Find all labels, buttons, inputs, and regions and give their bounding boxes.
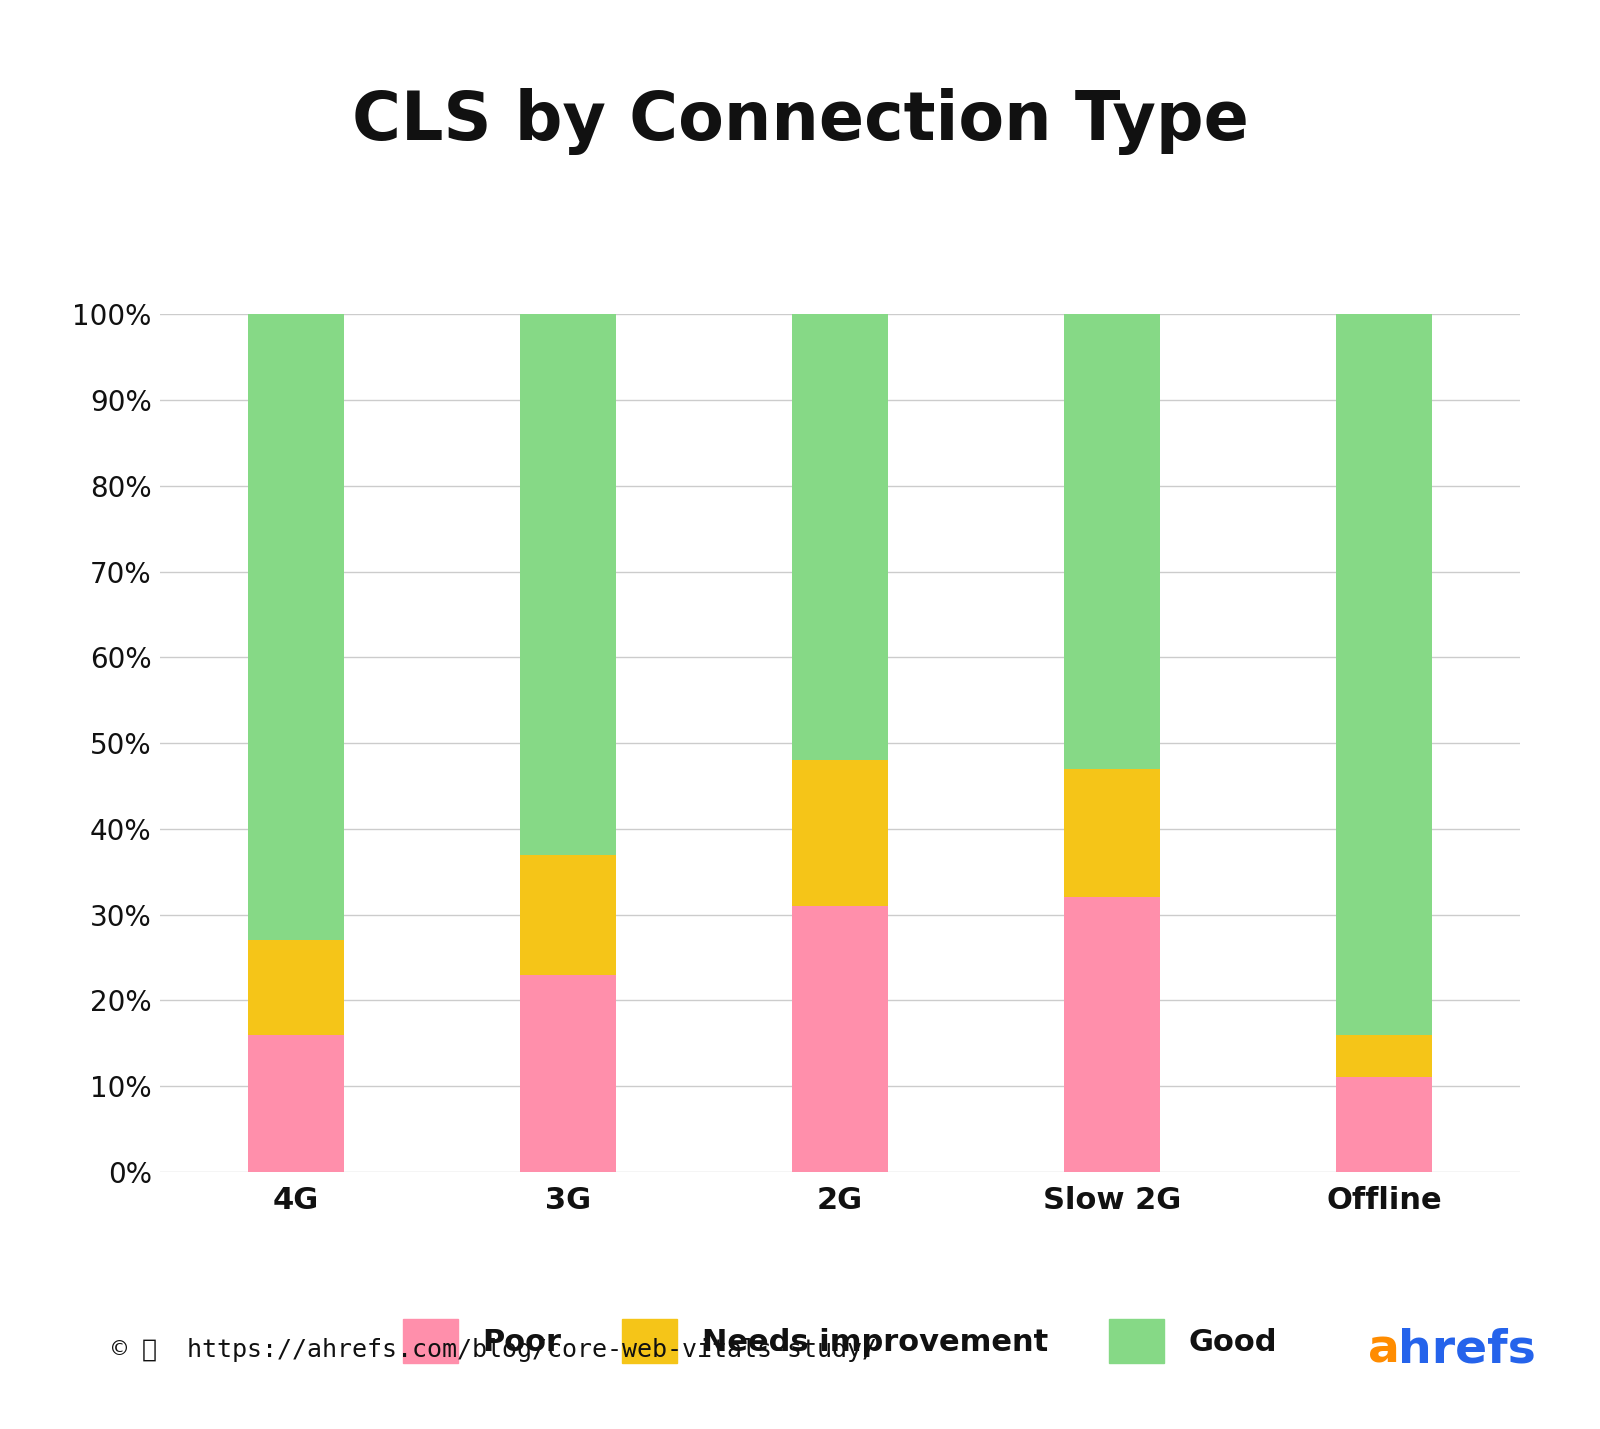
Legend: Poor, Needs improvement, Good: Poor, Needs improvement, Good [390, 1308, 1290, 1375]
Bar [1336, 1035, 1432, 1077]
Bar [248, 314, 344, 940]
Bar [792, 314, 888, 760]
Bar [1336, 1077, 1432, 1172]
Bar [1336, 314, 1432, 1035]
Bar [1064, 897, 1160, 1172]
Bar [520, 975, 616, 1172]
Text: © ⓘ  https://ahrefs.com/blog/core-web-vitals-study/: © ⓘ https://ahrefs.com/blog/core-web-vit… [112, 1339, 877, 1362]
Text: CLS by Connection Type: CLS by Connection Type [352, 89, 1248, 154]
Bar [1064, 769, 1160, 897]
Bar [248, 1035, 344, 1172]
Bar [1064, 314, 1160, 769]
Bar [248, 940, 344, 1035]
Bar [792, 760, 888, 906]
Bar [792, 906, 888, 1172]
Bar [520, 314, 616, 855]
Text: a: a [1368, 1328, 1400, 1373]
Text: hrefs: hrefs [1398, 1328, 1536, 1373]
Bar [520, 855, 616, 975]
